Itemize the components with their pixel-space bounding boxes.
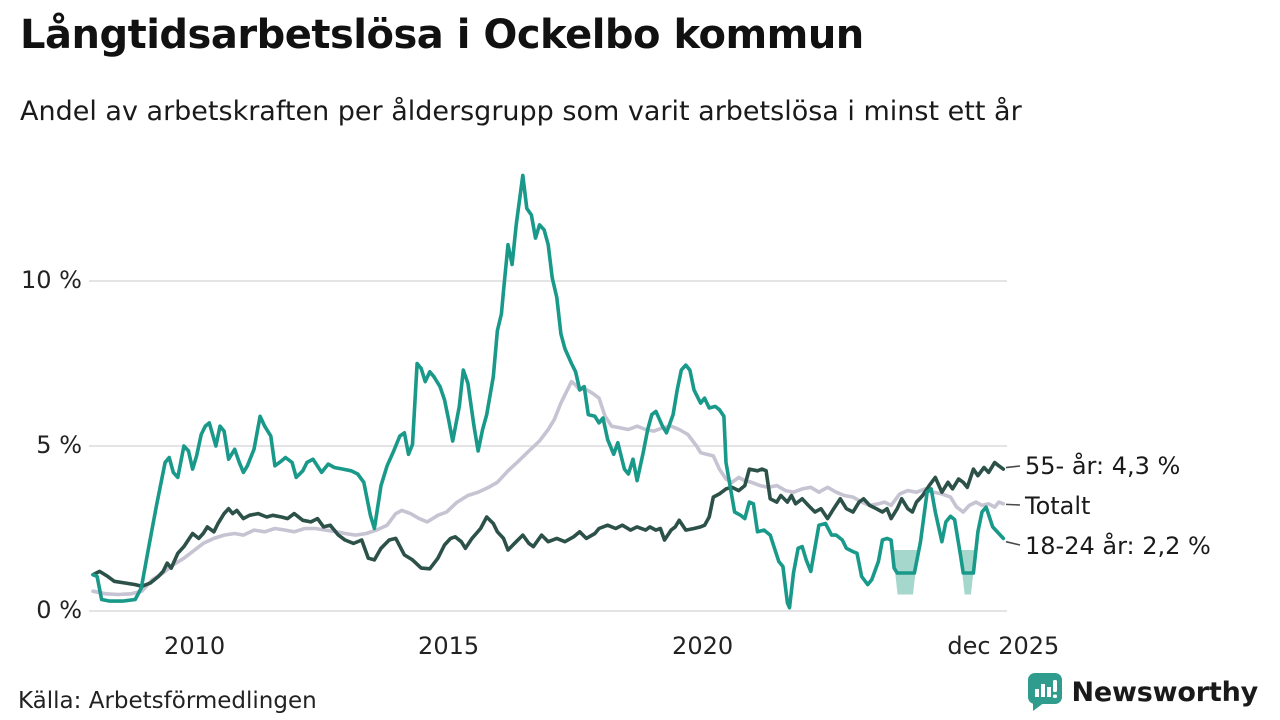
page-subtitle: Andel av arbetskraften per åldersgrupp s… <box>20 96 1022 127</box>
x-axis-tick-2020: 2020 <box>672 632 734 660</box>
page-title: Långtidsarbetslösa i Ockelbo kommun <box>20 12 864 58</box>
series-label-18-24: 18-24 år: 2,2 % <box>1025 532 1211 560</box>
source-note: Källa: Arbetsförmedlingen <box>18 688 317 714</box>
newsworthy-icon <box>1027 673 1062 711</box>
newsworthy-logo: Newsworthy <box>1026 672 1258 712</box>
series-label-55-plus: 55- år: 4,3 % <box>1025 452 1181 480</box>
y-axis-tick-10: 10 % <box>21 266 82 294</box>
series-line-18-24år <box>91 173 1006 610</box>
series-label-total: Totalt <box>1025 492 1091 520</box>
y-axis-tick-0: 0 % <box>36 596 82 624</box>
y-axis-tick-5: 5 % <box>36 431 82 459</box>
series-line-55-år <box>91 460 1006 589</box>
label-connector <box>1005 503 1021 506</box>
series-line-Totalt <box>91 379 1006 597</box>
newsworthy-wordmark: Newsworthy <box>1071 676 1259 708</box>
label-connector <box>1005 465 1021 469</box>
label-connector <box>1005 540 1021 546</box>
x-axis-tick-2010: 2010 <box>164 632 226 660</box>
x-axis-tick-2015: 2015 <box>418 632 480 660</box>
x-axis-tick-dec-2025: dec 2025 <box>947 632 1060 660</box>
